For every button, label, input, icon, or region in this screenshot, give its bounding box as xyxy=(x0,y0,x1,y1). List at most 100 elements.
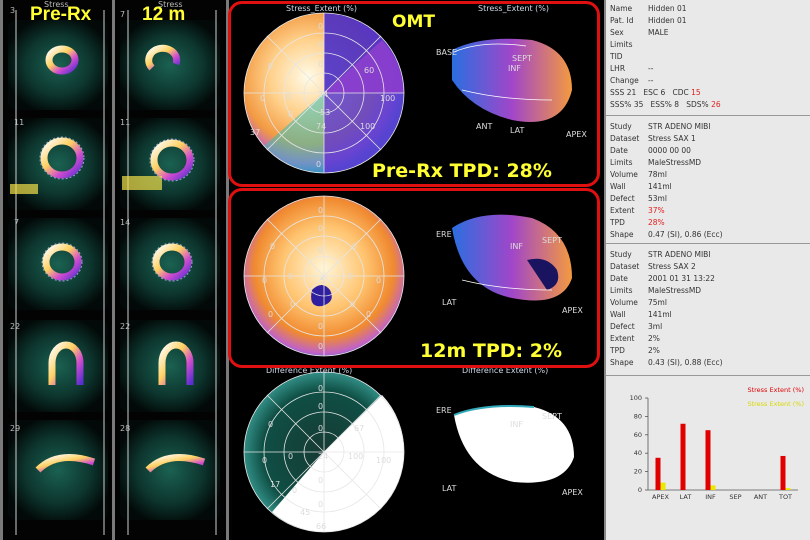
twelve-month-highlight-box xyxy=(228,188,600,368)
patient-limits-row: Limits xyxy=(610,40,633,49)
segment-value: 100 xyxy=(360,122,376,131)
segment-value: 53 xyxy=(320,108,331,117)
score-row-2: SSS% 35 ESS% 8 SDS% 26 xyxy=(610,100,721,109)
segment-value: 74 xyxy=(316,122,327,131)
slice-label: 29 xyxy=(10,424,21,433)
segment-value: 5 xyxy=(320,276,326,285)
dataset-row: Dataset Stress SAX 1 xyxy=(610,134,696,143)
view-label: INF xyxy=(510,242,523,251)
view-label: SEPT xyxy=(542,236,562,245)
segment-value: 0 xyxy=(318,322,324,331)
y-tick-label: 20 xyxy=(634,468,642,476)
view-label: BASE xyxy=(436,48,458,57)
segment-value: 45 xyxy=(300,508,311,517)
date-row: Date 0000 00 00 xyxy=(610,146,691,155)
segment-value: 100 xyxy=(376,456,392,465)
segment-value: 0 xyxy=(318,402,324,411)
segment-value: 0 xyxy=(348,272,354,281)
shape-row: Shape 0.47 (SI), 0.86 (Ecc) xyxy=(610,230,723,239)
segment-value: 0 xyxy=(350,300,356,309)
view-label: INF xyxy=(508,64,521,73)
segment-value: 0 xyxy=(270,242,276,251)
segment-value: 0 xyxy=(318,384,324,393)
study1-section: Study STR ADENO MIBI Dataset Stress SAX 1 … xyxy=(606,118,810,244)
view-label: SEPT xyxy=(542,412,562,421)
segment-value: 66 xyxy=(316,522,327,531)
patient-lhr-row: LHR -- xyxy=(610,64,654,73)
segment-value: 0 xyxy=(292,486,298,495)
prerx-tpd-label: Pre-Rx TPD: 28% xyxy=(372,160,552,182)
polar-title: Stress_Extent (%) xyxy=(478,4,550,13)
column-divider xyxy=(226,0,229,540)
segment-value: 0 xyxy=(286,92,292,101)
slice-label: 22 xyxy=(120,322,131,331)
segment-value: 0 xyxy=(288,452,294,461)
legend-entry-2: Stress Extent (%) xyxy=(747,400,804,408)
view-label: APEX xyxy=(562,488,583,497)
x-tick-label: TOT xyxy=(778,493,792,501)
segment-value: 0 xyxy=(376,276,382,285)
segment-value: 17 xyxy=(270,480,281,489)
view-label: LAT xyxy=(442,298,457,307)
bar-apex-series1 xyxy=(655,457,661,490)
y-tick-label: 80 xyxy=(634,412,642,420)
segment-value: 24 xyxy=(318,90,329,99)
slice-label: 14 xyxy=(120,218,131,227)
slice-label: 11 xyxy=(14,118,25,127)
segment-value: 0 xyxy=(262,276,268,285)
x-tick-label: INF xyxy=(705,493,716,501)
chart-axes: 0 20 40 60 80 100 APEX LAT INF SEP ANT TOT xyxy=(630,394,798,501)
x-tick-label: SEP xyxy=(729,493,741,501)
extent-bar-chart: Stress Extent (%) Stress Extent (%) 0 20 4… xyxy=(630,386,804,501)
slice-label: 7 xyxy=(120,10,126,19)
defect-row: Defect 3ml xyxy=(610,322,663,331)
segment-value: 0 xyxy=(318,424,324,433)
bar-lat-series1 xyxy=(680,423,686,490)
polar-title: Difference Extent (%) xyxy=(462,366,549,375)
segment-value: 0 xyxy=(318,476,324,485)
patient-sex-row: Sex MALE xyxy=(610,28,669,37)
x-tick-label: APEX xyxy=(652,493,669,501)
column-divider xyxy=(112,0,115,540)
wall-row: Wall 141ml xyxy=(610,310,672,319)
view-label: APEX xyxy=(562,306,583,315)
y-tick-label: 100 xyxy=(630,394,642,402)
polar-maps xyxy=(243,12,574,533)
defect-row: Defect 53ml xyxy=(610,194,667,203)
segment-value: 0 xyxy=(260,94,266,103)
slice-label: 11 xyxy=(120,118,131,127)
view-label: INF xyxy=(510,420,523,429)
segment-value: 0 xyxy=(366,310,372,319)
segment-value: 0 xyxy=(268,420,274,429)
slice-label: 28 xyxy=(120,424,131,433)
twelve-month-title: 12 m xyxy=(142,4,186,25)
slice-label: 22 xyxy=(10,322,21,331)
extent-row: Extent 2% xyxy=(610,334,660,343)
x-tick-label: ANT xyxy=(754,493,767,501)
date-row: Date 2001 01 31 13:22 xyxy=(610,274,715,283)
wall-row: Wall 141ml xyxy=(610,182,672,191)
shape-row: Shape 0.43 (SI), 0.88 (Ecc) xyxy=(610,358,723,367)
segment-value: 0 xyxy=(318,60,324,69)
view-label: LAT xyxy=(510,126,525,135)
view-label: ANT xyxy=(476,122,493,131)
y-tick-label: 60 xyxy=(634,431,642,439)
segment-value: 37 xyxy=(250,128,261,137)
y-tick-label: 40 xyxy=(634,449,642,457)
slice-label: 3 xyxy=(10,6,16,15)
limits-row: Limits MaleStressMD xyxy=(610,158,702,167)
segment-value: 60 xyxy=(364,66,375,75)
view-label: ERE xyxy=(436,230,452,239)
pre-rx-title: Pre-Rx xyxy=(30,4,92,25)
chart-bars xyxy=(655,423,791,490)
segment-value: 0 xyxy=(288,272,294,281)
prerx-highlight-box xyxy=(228,1,600,187)
patient-section: Name Hidden 01 Pat. Id Hidden 01 Sex MALE L… xyxy=(606,0,810,116)
polar-title: Difference Extent (%) xyxy=(266,366,353,375)
patient-name-row: Name Hidden 01 xyxy=(610,4,687,13)
tpd-row: TPD 28% xyxy=(610,218,665,227)
segment-value: 0 xyxy=(268,62,274,71)
study-row: Study STR ADENO MIBI xyxy=(610,250,711,259)
bar-apex-series2 xyxy=(660,482,666,490)
bar-inf-series2 xyxy=(710,485,716,490)
